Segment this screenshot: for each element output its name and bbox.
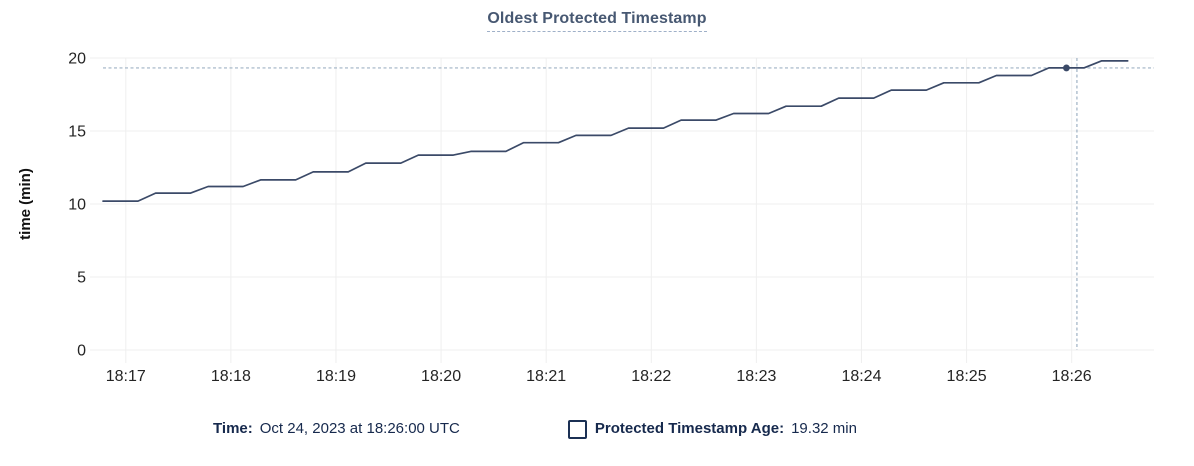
chart-legend-inner: Time: Oct 24, 2023 at 18:26:00 UTC Prote… xyxy=(213,418,857,440)
legend-series-value: 19.32 min xyxy=(791,420,857,437)
legend-series-label: Protected Timestamp Age: xyxy=(594,420,785,437)
x-tick-label: 18:24 xyxy=(841,368,881,385)
series-line xyxy=(102,60,1129,202)
x-tick-label: 18:18 xyxy=(211,368,251,385)
legend-time-label: Time: xyxy=(213,420,253,437)
y-tick-label: 5 xyxy=(77,270,86,287)
legend-time-group: Time: Oct 24, 2023 at 18:26:00 UTC xyxy=(213,418,460,440)
legend-time-value: Oct 24, 2023 at 18:26:00 UTC xyxy=(259,420,460,437)
y-tick-label: 0 xyxy=(77,343,86,360)
y-tick-label: 10 xyxy=(68,197,86,214)
y-tick-label: 15 xyxy=(68,124,86,141)
y-tick-label: 20 xyxy=(68,51,86,68)
legend-series-group[interactable]: Protected Timestamp Age: 19.32 min xyxy=(567,418,857,440)
x-tick-label: 18:21 xyxy=(526,368,566,385)
y-axis-title: time (min) xyxy=(17,168,34,240)
chart-title[interactable]: Oldest Protected Timestamp xyxy=(487,10,707,32)
x-tick-label: 18:17 xyxy=(106,368,146,385)
hover-dot xyxy=(1063,64,1070,72)
x-tick-label: 18:25 xyxy=(947,368,987,385)
x-tick-label: 18:19 xyxy=(316,368,356,385)
x-tick-label: 18:26 xyxy=(1052,368,1092,385)
series-checkbox-icon[interactable] xyxy=(567,419,587,439)
x-tick-label: 18:20 xyxy=(421,368,461,385)
chart-legend: Time: Oct 24, 2023 at 18:26:00 UTC Prote… xyxy=(0,418,1194,440)
x-tick-label: 18:23 xyxy=(736,368,776,385)
line-chart-canvas[interactable]: 0 5 10 15 20 18:17 18:18 18:19 18:20 18:21 18:22 18… xyxy=(0,0,1194,400)
x-tick-label: 18:22 xyxy=(631,368,671,385)
chart-title-row: Oldest Protected Timestamp xyxy=(0,10,1194,32)
